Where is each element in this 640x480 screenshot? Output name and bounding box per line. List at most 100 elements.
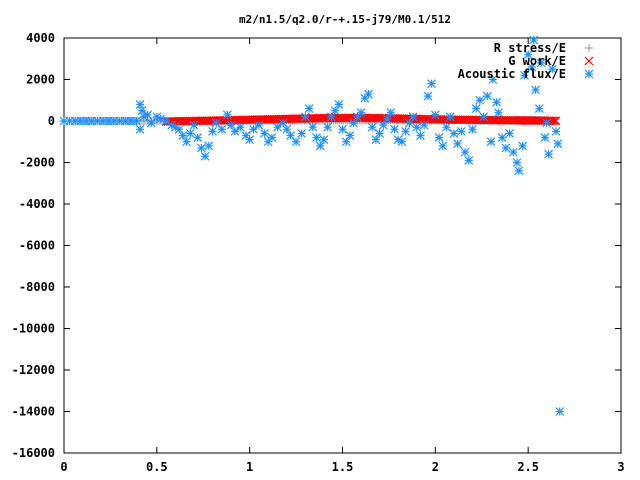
data-point: [364, 89, 373, 99]
data-point: [468, 124, 477, 134]
data-point: [453, 139, 463, 149]
data-point: [245, 135, 255, 145]
data-point: [273, 122, 282, 132]
legend-marker: [584, 69, 594, 79]
y-tick-label: -2000: [19, 156, 55, 170]
data-point: [529, 35, 539, 45]
data-point: [260, 129, 269, 138]
data-point: [475, 95, 485, 105]
data-point: [508, 147, 518, 157]
data-point: [427, 79, 437, 89]
data-point: [226, 120, 236, 130]
data-point: [143, 110, 152, 120]
data-point: [338, 124, 347, 134]
data-point: [135, 124, 145, 134]
data-point: [386, 108, 396, 118]
legend-label: G work/E: [508, 54, 566, 68]
data-point: [449, 129, 459, 138]
x-tick-label: 2: [432, 460, 439, 474]
data-point: [531, 85, 541, 95]
legend-label: Acoustic flux/E: [458, 67, 566, 81]
data-point: [423, 91, 433, 101]
data-point: [551, 116, 561, 126]
data-point: [544, 149, 554, 159]
data-point: [312, 133, 321, 143]
data-point: [375, 129, 385, 138]
data-point: [182, 137, 191, 147]
data-point: [408, 112, 418, 122]
legend-label: R stress/E: [494, 41, 566, 55]
x-tick-label: 1: [246, 460, 253, 474]
data-point: [135, 99, 145, 109]
data-point: [382, 114, 392, 124]
data-point: [536, 58, 546, 68]
chart-title: m2/n1.5/q2.0/r-+.15-j79/M0.1/512: [239, 13, 451, 26]
y-tick-label: 2000: [26, 73, 55, 87]
data-point: [456, 126, 466, 136]
data-point: [416, 131, 425, 140]
data-point: [412, 122, 422, 132]
data-point: [230, 126, 240, 136]
x-tick-label: 1.5: [332, 460, 354, 474]
data-point: [430, 110, 440, 120]
data-point: [315, 141, 325, 151]
data-point: [200, 151, 210, 161]
data-point: [326, 112, 336, 122]
data-point: [131, 116, 141, 126]
data-point: [486, 137, 496, 147]
data-point: [471, 104, 481, 113]
data-point: [390, 124, 399, 134]
data-point: [304, 104, 314, 113]
y-tick-label: -10000: [12, 322, 55, 336]
data-point: [401, 126, 411, 136]
data-point: [518, 141, 528, 151]
data-point: [523, 50, 533, 60]
data-point: [434, 133, 444, 143]
data-point: [267, 133, 277, 143]
data-point: [505, 129, 515, 138]
y-tick-label: -14000: [12, 405, 55, 419]
data-point: [222, 110, 232, 120]
x-tick-label: 0: [60, 460, 67, 474]
data-point: [460, 147, 470, 157]
data-point: [520, 70, 529, 80]
y-tick-label: 4000: [26, 31, 55, 45]
x-tick-label: 2.5: [517, 460, 539, 474]
data-point: [514, 166, 524, 176]
data-point: [278, 118, 288, 128]
data-point: [534, 104, 544, 113]
data-point: [137, 106, 147, 116]
x-tick-label: 0.5: [146, 460, 168, 474]
data-point: [438, 141, 448, 151]
data-point: [540, 133, 550, 143]
y-tick-label: 0: [48, 114, 55, 128]
data-point: [334, 99, 344, 109]
y-tick-label: -4000: [19, 197, 55, 211]
data-point: [146, 118, 156, 128]
y-tick-label: -12000: [12, 363, 55, 377]
x-tick-label: 3: [617, 460, 624, 474]
data-point: [235, 122, 245, 132]
data-point: [185, 129, 195, 138]
data-point: [300, 112, 310, 122]
data-point: [356, 108, 366, 118]
data-point: [442, 122, 451, 132]
data-point: [378, 120, 388, 130]
data-point: [196, 143, 206, 153]
data-point: [553, 139, 563, 149]
data-point: [204, 141, 214, 151]
legend-marker: [585, 44, 593, 52]
data-point: [178, 131, 188, 140]
plot-series: [59, 35, 565, 416]
y-tick-label: -6000: [19, 239, 55, 253]
data-point: [549, 116, 559, 126]
data-point: [445, 112, 455, 122]
data-point: [367, 122, 377, 132]
data-point: [479, 112, 489, 122]
data-point: [542, 118, 552, 128]
data-point: [547, 64, 557, 74]
data-point: [319, 135, 329, 145]
